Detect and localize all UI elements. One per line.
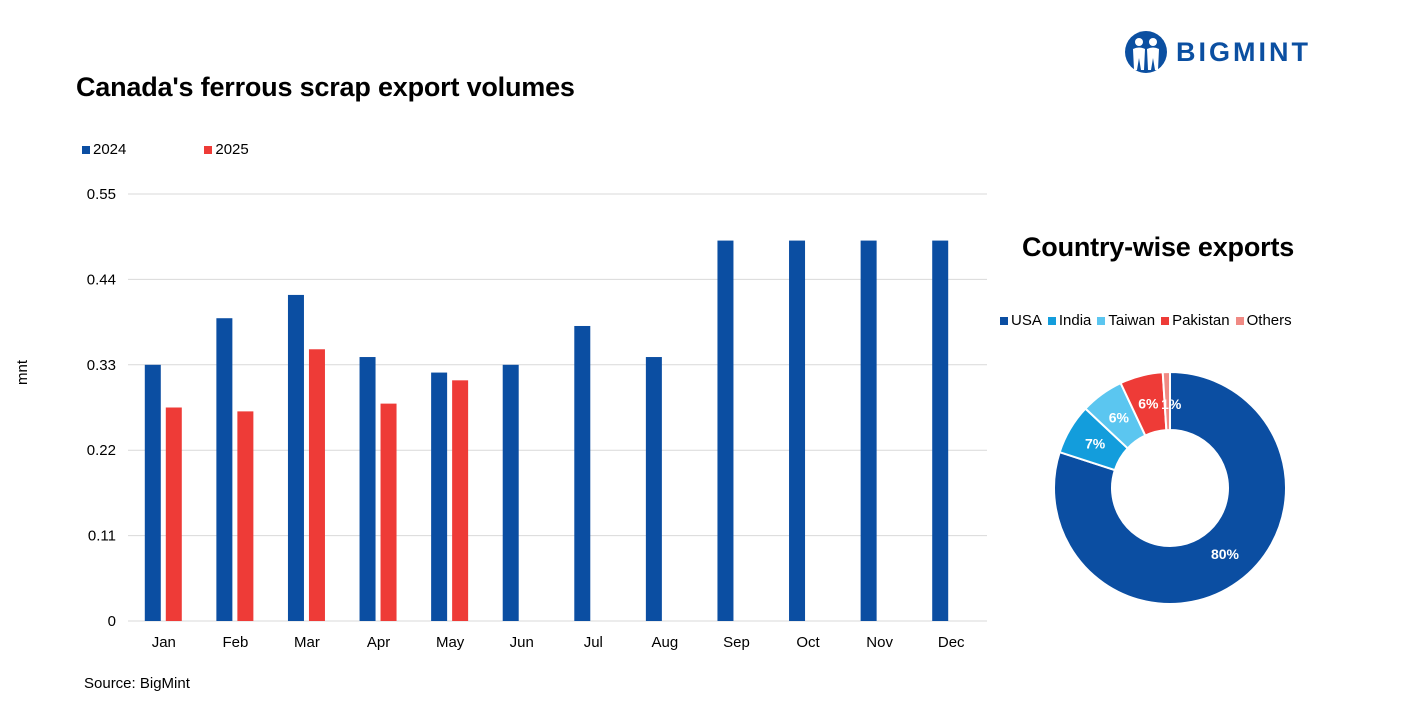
y-tick-label: 0.22 bbox=[87, 442, 116, 459]
bar-2024-aug bbox=[645, 357, 662, 621]
bar-2024-feb bbox=[216, 318, 233, 621]
bigmint-logo: BIGMINT bbox=[1124, 30, 1311, 74]
legend-label-2024: 2024 bbox=[93, 141, 127, 158]
bar-2025-mar bbox=[308, 349, 325, 621]
legend-swatch-pakistan bbox=[1161, 316, 1170, 325]
legend-item-2024: 2024 bbox=[82, 141, 126, 158]
legend-label-others: Others bbox=[1246, 312, 1292, 329]
bar-2025-apr bbox=[380, 403, 397, 621]
pie-chart-title: Country-wise exports bbox=[1022, 232, 1295, 262]
legend-label-india: India bbox=[1058, 312, 1092, 329]
legend-swatch-2025 bbox=[204, 145, 213, 154]
legend-item-others: Others bbox=[1235, 312, 1292, 329]
bar-2025-feb bbox=[237, 411, 254, 621]
legend-item-taiwan: Taiwan bbox=[1097, 312, 1155, 329]
legend-swatch-usa bbox=[1000, 316, 1008, 325]
legend-label-usa: USA bbox=[1011, 312, 1042, 329]
y-tick-label: 0 bbox=[108, 613, 116, 630]
bar-2025-jan bbox=[165, 407, 182, 621]
donut-slice-usa bbox=[1053, 370, 1287, 605]
legend-item-usa: USA bbox=[1000, 312, 1042, 329]
chart-title: Canada's ferrous scrap export volumes bbox=[76, 72, 575, 102]
donut-label-taiwan: 6% bbox=[1109, 410, 1130, 426]
x-tick-label: Feb bbox=[222, 634, 248, 651]
legend-swatch-others bbox=[1235, 316, 1244, 325]
bar-2024-apr bbox=[359, 357, 376, 621]
x-tick-label: Mar bbox=[294, 634, 320, 651]
bar-2024-nov bbox=[860, 240, 877, 621]
x-tick-label: Dec bbox=[938, 634, 965, 651]
source-note: Source: BigMint bbox=[84, 675, 190, 692]
x-tick-label: Jul bbox=[584, 634, 603, 651]
legend-item-india: India bbox=[1047, 312, 1092, 329]
donut-label-usa: 80% bbox=[1211, 546, 1240, 562]
legend-label-pakistan: Pakistan bbox=[1172, 312, 1230, 329]
x-tick-label: Jun bbox=[510, 634, 534, 651]
y-tick-label: 0.11 bbox=[88, 528, 116, 545]
bar-2024-may bbox=[431, 372, 448, 621]
legend-swatch-2024 bbox=[82, 145, 90, 154]
donut-slice-others bbox=[1161, 370, 1171, 432]
y-tick-label: 0.55 bbox=[87, 186, 116, 203]
y-tick-label: 0.33 bbox=[87, 357, 116, 374]
pie-chart-legend: USA India Taiwan Pakistan Others bbox=[1000, 312, 1298, 329]
legend-swatch-india bbox=[1047, 316, 1056, 325]
x-tick-label: Jan bbox=[152, 634, 176, 651]
x-tick-label: Aug bbox=[652, 634, 679, 651]
bar-chart-legend: 2024 2025 bbox=[82, 141, 327, 158]
legend-swatch-taiwan bbox=[1097, 316, 1106, 325]
x-tick-label: Nov bbox=[866, 634, 893, 651]
bar-chart: 0 0.11 0.22 0.33 0.44 0.55 Jan Feb Mar Apr May Jun J… bbox=[87, 186, 987, 651]
x-tick-label: Apr bbox=[367, 634, 390, 651]
bar-2024-jan bbox=[144, 364, 161, 621]
x-tick-label: Sep bbox=[723, 634, 750, 651]
legend-label-taiwan: Taiwan bbox=[1108, 312, 1156, 329]
donut-label-pakistan: 6% bbox=[1138, 396, 1159, 412]
y-tick-label: 0.44 bbox=[87, 271, 116, 288]
legend-item-pakistan: Pakistan bbox=[1161, 312, 1230, 329]
bar-2024-jul bbox=[574, 325, 591, 621]
x-tick-label: Oct bbox=[796, 634, 820, 651]
bar-2024-dec bbox=[932, 240, 949, 621]
legend-label-2025: 2025 bbox=[215, 141, 249, 158]
x-tick-label: May bbox=[436, 634, 465, 651]
logo-text: BIGMINT bbox=[1176, 36, 1311, 67]
legend-item-2025: 2025 bbox=[204, 141, 249, 158]
bigmint-logo-icon bbox=[1125, 31, 1167, 73]
bar-2025-may bbox=[452, 380, 469, 621]
bar-2024-sep bbox=[717, 240, 734, 621]
bar-2024-jun bbox=[502, 364, 519, 621]
donut-label-india: 7% bbox=[1085, 436, 1106, 452]
bar-2024-oct bbox=[789, 240, 806, 621]
donut-label-others: 1% bbox=[1161, 396, 1182, 412]
bar-2024-mar bbox=[287, 294, 304, 621]
donut-chart: 80%7%6%6% 1% bbox=[1053, 370, 1287, 605]
